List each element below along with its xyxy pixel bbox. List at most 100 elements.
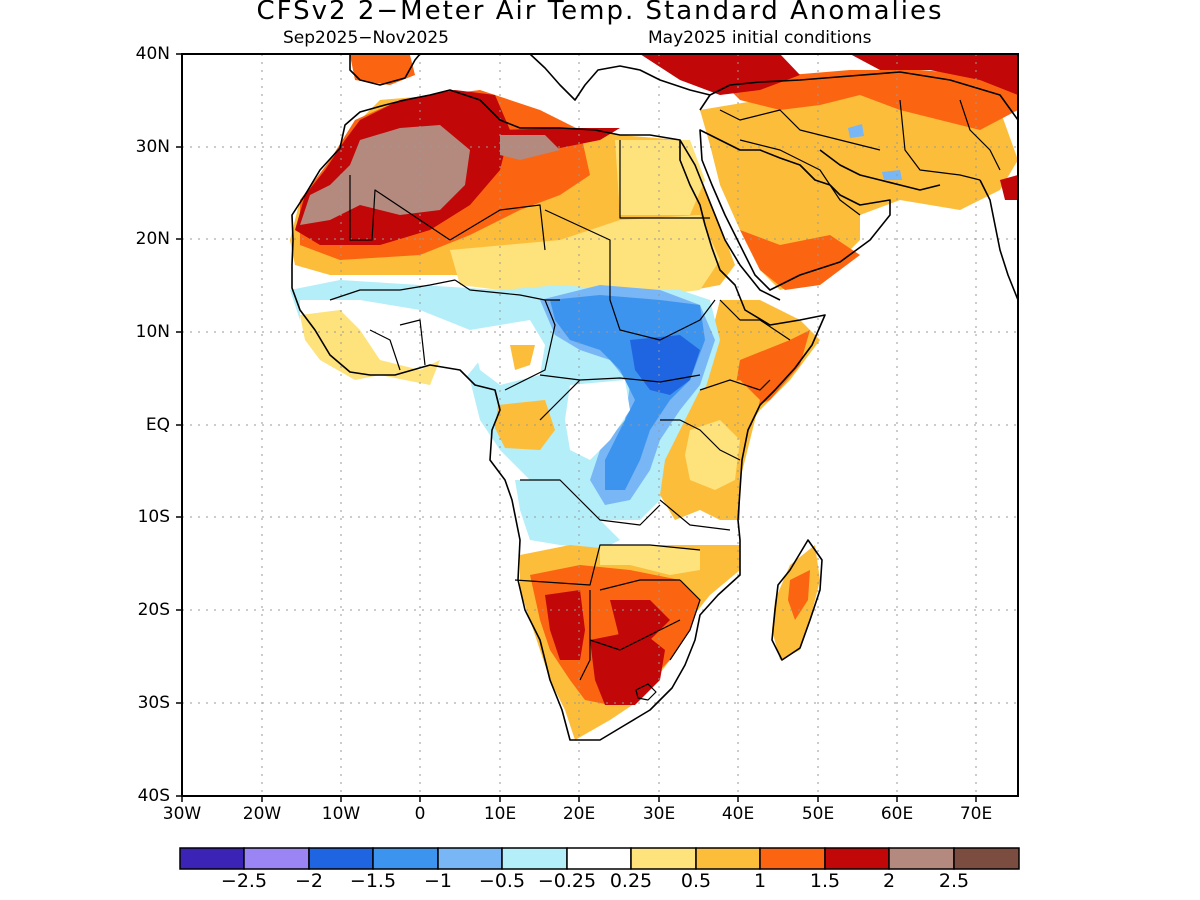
initial-conditions: May2025 initial conditions xyxy=(648,28,872,48)
colorbar-swatch xyxy=(437,847,503,870)
lat-label-10s: 10S xyxy=(137,507,170,527)
colorbar-label: 2.5 xyxy=(938,870,970,892)
india-coastline xyxy=(979,179,1018,301)
border-libya-egypt xyxy=(619,140,710,219)
africa-coastline xyxy=(291,89,826,741)
colorbar-label: 1 xyxy=(753,870,767,892)
lat-label-40s: 40S xyxy=(137,786,170,806)
colorbar-swatch xyxy=(372,847,439,870)
border-zambia-zimbabwe xyxy=(599,579,680,591)
lon-label-70e: 70E xyxy=(959,804,993,824)
colorbar-swatch xyxy=(888,847,955,870)
anomaly-region-sahara-brown xyxy=(300,125,470,225)
anomaly-region-somalia-orange xyxy=(735,330,810,410)
anomaly-region-tanzania-yellow xyxy=(685,420,740,490)
colorbar-label: −0.5 xyxy=(478,870,526,892)
map-title: CFSv2 2−Meter Air Temp. Standard Anomali… xyxy=(256,0,944,26)
colorbar-swatch xyxy=(824,847,890,870)
lon-label-10w: 10W xyxy=(321,804,361,824)
madagascar-coastline xyxy=(771,539,823,661)
border-mozambique xyxy=(669,579,701,661)
lat-label-20n: 20N xyxy=(135,229,170,249)
colorbar-swatch xyxy=(308,847,374,870)
border-drc-south xyxy=(520,479,661,526)
lat-label-30s: 30S xyxy=(137,693,170,713)
colorbar-swatch xyxy=(695,847,761,870)
anomaly-region-iran-cool-spot xyxy=(882,170,902,180)
red-sea-coastline xyxy=(679,139,781,301)
lon-label-20w: 20W xyxy=(242,804,282,824)
border-ghana xyxy=(399,319,426,366)
lon-label-60e: 60E xyxy=(880,804,914,824)
colorbar-label: −0.25 xyxy=(537,870,597,892)
anomaly-region-arabia-orange xyxy=(700,90,1018,290)
colorbar-label: −1 xyxy=(423,870,452,892)
lon-label-0: 0 xyxy=(414,804,426,824)
anomaly-region-south-africa-red xyxy=(590,630,665,705)
colorbar-label: 2 xyxy=(882,870,896,892)
anomaly-region-iran-orange xyxy=(720,70,1018,130)
colorbar-swatch xyxy=(630,847,697,870)
border-namibia-botswana xyxy=(579,590,591,681)
lat-label-30n: 30N xyxy=(135,137,170,157)
colorbar-label: −2.5 xyxy=(220,870,268,892)
lat-label-20s: 20S xyxy=(137,600,170,620)
arabia-coastline xyxy=(699,129,891,291)
anomaly-region-libya-brown xyxy=(500,135,560,160)
colorbar-label: 1.5 xyxy=(809,870,841,892)
border-tanzania-south xyxy=(659,499,731,531)
border-cote-divoire xyxy=(369,329,401,371)
axis-ticks xyxy=(176,53,977,802)
country-borders xyxy=(329,99,1001,701)
border-chad-sudan xyxy=(544,209,716,341)
anomaly-region-egypt-yellow xyxy=(615,140,705,215)
lon-label-40e: 40E xyxy=(721,804,755,824)
anomaly-region-guinea-yellow xyxy=(300,310,440,385)
border-afghanistan-pakistan xyxy=(959,99,1001,171)
border-angola-zambia xyxy=(514,544,701,586)
lat-label-10n: 10N xyxy=(135,322,170,342)
border-ethiopia-north xyxy=(719,299,791,341)
border-drc-west xyxy=(539,379,581,421)
border-lesotho xyxy=(635,683,657,701)
colorbar-swatch xyxy=(243,847,310,870)
anomaly-region-south-sudan-dark-blue xyxy=(630,335,700,395)
anomaly-region-madagascar-dark-orange xyxy=(788,570,810,620)
border-algeria-mali xyxy=(449,204,546,251)
colorbar-swatch xyxy=(566,847,632,870)
middle-east-coastline xyxy=(709,71,1018,121)
anomaly-region-saudi-orange xyxy=(740,230,860,290)
anomaly-region-zambia-yellow xyxy=(600,545,700,575)
grid-lines xyxy=(182,54,1018,796)
lat-label-40n: 40N xyxy=(135,44,170,64)
colorbar-swatch xyxy=(759,847,826,870)
colorbar-label: 0.5 xyxy=(680,870,712,892)
colorbar-label: −2 xyxy=(294,870,323,892)
coastlines xyxy=(291,54,1018,741)
colorbar-swatch xyxy=(953,847,1020,870)
colorbar-swatch xyxy=(501,847,568,870)
border-niger-nigeria xyxy=(454,279,560,301)
anomaly-region-arabia-cool-spot xyxy=(848,124,864,138)
lon-label-10e: 10E xyxy=(483,804,517,824)
border-sahel-east xyxy=(504,299,556,391)
anomaly-region-drc-white xyxy=(565,380,630,460)
anomaly-region-sahel-yellow xyxy=(450,215,720,300)
lon-label-30e: 30E xyxy=(642,804,676,824)
colorbar-label: 0.25 xyxy=(609,870,653,892)
iberia-coastline xyxy=(349,54,421,86)
anomaly-region-nigeria-white xyxy=(470,320,545,385)
border-west-africa-east xyxy=(329,279,456,301)
border-arabia-interior xyxy=(739,139,861,216)
anomaly-region-nigeria-orange xyxy=(510,345,535,370)
anomaly-region-caucasus-red xyxy=(850,54,1018,95)
colorbar xyxy=(179,847,1020,870)
border-east-africa xyxy=(660,419,741,461)
border-sahara-west xyxy=(349,175,451,241)
lon-label-50e: 50E xyxy=(801,804,835,824)
forecast-period: Sep2025−Nov2025 xyxy=(283,28,449,48)
lon-label-20e: 20E xyxy=(562,804,596,824)
anomaly-region-turkey-red xyxy=(640,54,800,95)
anomaly-region-gabon-orange xyxy=(495,400,555,450)
